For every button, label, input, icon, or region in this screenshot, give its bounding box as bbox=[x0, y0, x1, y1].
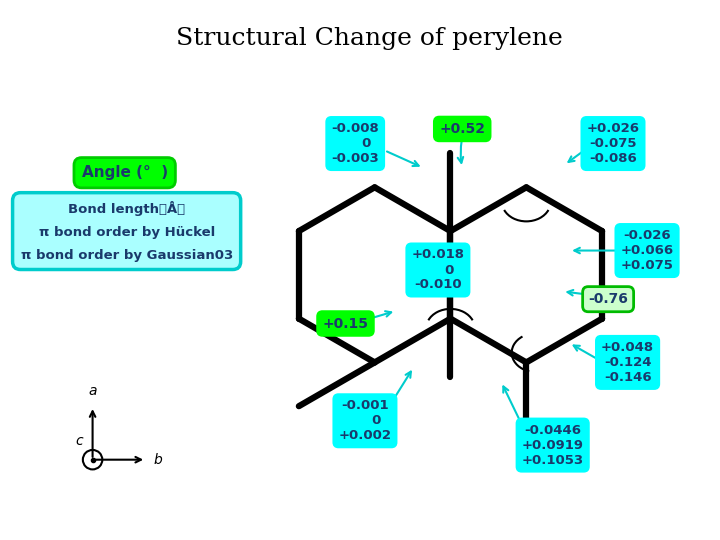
Text: a: a bbox=[89, 384, 96, 399]
Text: -0.76: -0.76 bbox=[588, 292, 628, 306]
Text: Structural Change of perylene: Structural Change of perylene bbox=[176, 27, 563, 50]
Text: +0.026
-0.075
-0.086: +0.026 -0.075 -0.086 bbox=[587, 122, 639, 165]
Text: c: c bbox=[75, 434, 83, 448]
Text: +0.018
     0
-0.010: +0.018 0 -0.010 bbox=[411, 248, 464, 292]
Text: -0.0446
+0.0919
+0.1053: -0.0446 +0.0919 +0.1053 bbox=[521, 423, 584, 467]
Text: +0.15: +0.15 bbox=[323, 316, 369, 330]
Text: -0.001
     0
+0.002: -0.001 0 +0.002 bbox=[338, 399, 392, 442]
Text: Bond length（Å）
π bond order by Hückel
π bond order by Gaussian03: Bond length（Å） π bond order by Hückel π … bbox=[20, 200, 233, 261]
Text: +0.048
-0.124
-0.146: +0.048 -0.124 -0.146 bbox=[601, 341, 654, 384]
Text: b: b bbox=[154, 453, 163, 467]
Text: -0.026
+0.066
+0.075: -0.026 +0.066 +0.075 bbox=[621, 229, 674, 272]
Text: -0.008
     0
-0.003: -0.008 0 -0.003 bbox=[331, 122, 379, 165]
Text: +0.52: +0.52 bbox=[439, 122, 485, 136]
Text: Angle (°  ): Angle (° ) bbox=[81, 165, 168, 180]
